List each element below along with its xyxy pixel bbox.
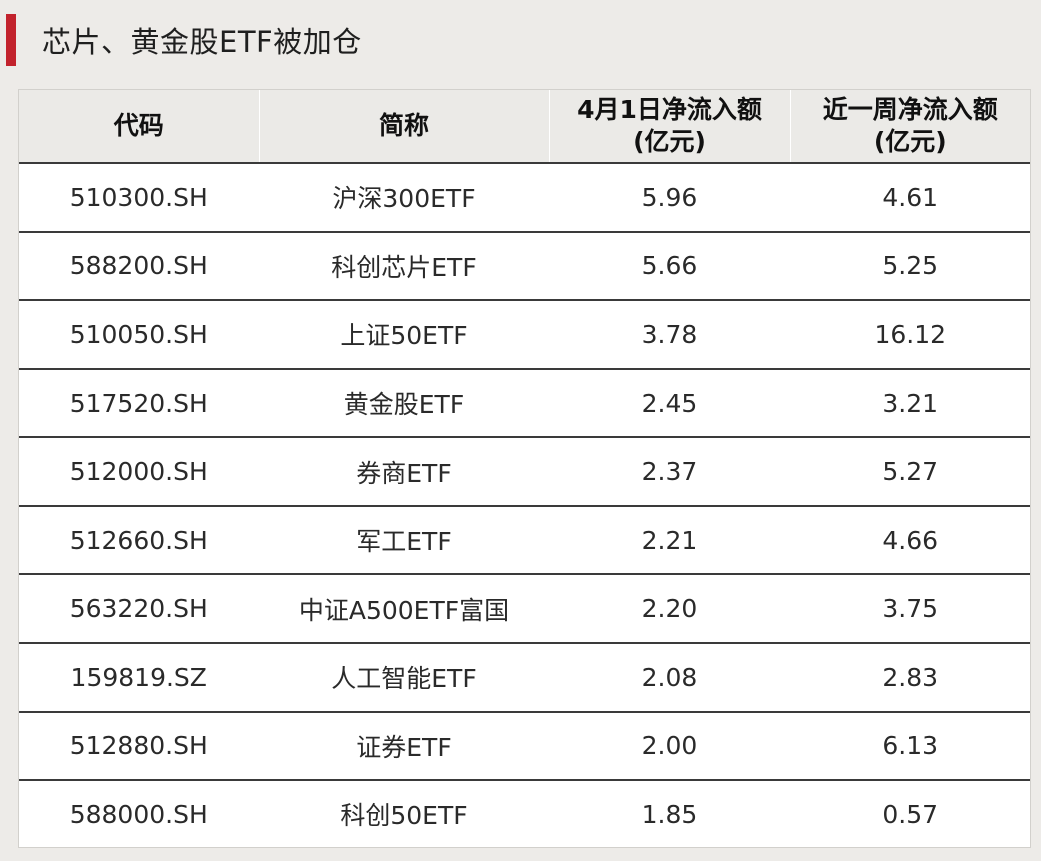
table-header-row: 代码 简称 4月1日净流入额 (亿元) 近一周净流入额 (亿元): [19, 90, 1030, 164]
table-body: 510300.SH 沪深300ETF 5.96 4.61 588200.SH 科…: [19, 163, 1030, 847]
header-net-flow-week: 近一周净流入额 (亿元): [790, 90, 1030, 164]
cell-apr1-flow: 2.21: [549, 505, 791, 576]
cell-week-flow: 16.12: [790, 300, 1030, 370]
cell-week-flow: 5.27: [790, 437, 1030, 507]
header-net-flow-apr1-line1: 4月1日净流入额: [577, 95, 762, 124]
table-row: 588000.SH 科创50ETF 1.85 0.57: [19, 780, 1030, 847]
header-net-flow-week-line1: 近一周净流入额: [822, 95, 998, 124]
cell-apr1-flow: 2.00: [549, 711, 791, 782]
cell-name: 沪深300ETF: [259, 163, 550, 233]
header-code: 代码: [19, 90, 260, 164]
cell-apr1-flow: 3.78: [549, 300, 791, 370]
cell-code: 517520.SH: [19, 368, 260, 439]
table-row: 512660.SH 军工ETF 2.21 4.66: [19, 505, 1030, 576]
cell-week-flow: 0.57: [882, 799, 939, 829]
cell-name: 券商ETF: [259, 437, 550, 507]
header-net-flow-apr1-line2: (亿元): [633, 127, 706, 156]
etf-flow-table-container: 代码 简称 4月1日净流入额 (亿元) 近一周净流入额 (亿元) 510300.…: [18, 89, 1031, 848]
cell-code: 512000.SH: [19, 437, 260, 507]
header-net-flow-apr1: 4月1日净流入额 (亿元): [549, 90, 791, 164]
cell-week-flow: 3.75: [790, 574, 1030, 645]
cell-apr1-flow: 1.85: [549, 780, 791, 847]
cell-name: 人工智能ETF: [259, 643, 550, 713]
cell-name: 上证50ETF: [259, 300, 550, 370]
cell-apr1-flow: 5.66: [549, 231, 791, 302]
cell-code: 159819.SZ: [19, 643, 260, 713]
cell-apr1-flow: 2.20: [549, 574, 791, 645]
cell-week-flow: 4.61: [790, 163, 1030, 233]
table-row: 159819.SZ 人工智能ETF 2.08 2.83: [19, 643, 1030, 713]
cell-week-flow: 3.21: [790, 368, 1030, 439]
cell-apr1-flow: 5.96: [549, 163, 791, 233]
table-row: 512000.SH 券商ETF 2.37 5.27: [19, 437, 1030, 507]
cell-apr1-flow: 2.08: [549, 643, 791, 713]
cell-week-flow: 4.66: [790, 505, 1030, 576]
table-row: 510050.SH 上证50ETF 3.78 16.12: [19, 300, 1030, 370]
cell-name: 证券ETF: [259, 711, 550, 782]
header-name: 简称: [259, 90, 550, 164]
table-row: 512880.SH 证券ETF 2.00 6.13: [19, 711, 1030, 782]
cell-code: 588200.SH: [19, 231, 260, 302]
cell-apr1-flow: 2.45: [549, 368, 791, 439]
cell-code: 512660.SH: [19, 505, 260, 576]
cell-code: 512880.SH: [19, 711, 260, 782]
etf-flow-table: 代码 简称 4月1日净流入额 (亿元) 近一周净流入额 (亿元) 510300.…: [19, 90, 1030, 847]
cell-week-flow: 5.25: [790, 231, 1030, 302]
cell-name: 黄金股ETF: [259, 368, 550, 439]
cell-week-flow: 6.13: [790, 711, 1030, 782]
table-row: 563220.SH 中证A500ETF富国 2.20 3.75: [19, 574, 1030, 645]
cell-name: 科创50ETF: [259, 780, 550, 847]
title-accent-bar: [6, 14, 16, 66]
cell-code: 510050.SH: [19, 300, 260, 370]
cell-name: 科创芯片ETF: [259, 231, 550, 302]
cell-code: 588000.SH: [19, 780, 260, 847]
page-title: 芯片、黄金股ETF被加仓: [42, 25, 362, 59]
table-row: 588200.SH 科创芯片ETF 5.66 5.25: [19, 231, 1030, 302]
header-net-flow-week-line2: (亿元): [873, 127, 947, 156]
table-row: 517520.SH 黄金股ETF 2.45 3.21: [19, 368, 1030, 439]
cell-code: 510300.SH: [19, 163, 260, 233]
cell-apr1-flow: 2.37: [549, 437, 791, 507]
cell-name: 中证A500ETF富国: [259, 574, 550, 645]
table-row: 510300.SH 沪深300ETF 5.96 4.61: [19, 163, 1030, 233]
title-bar: 芯片、黄金股ETF被加仓: [6, 12, 362, 68]
cell-code: 563220.SH: [19, 574, 260, 645]
cell-name: 军工ETF: [259, 505, 550, 576]
cell-week-flow: 2.83: [790, 643, 1030, 713]
